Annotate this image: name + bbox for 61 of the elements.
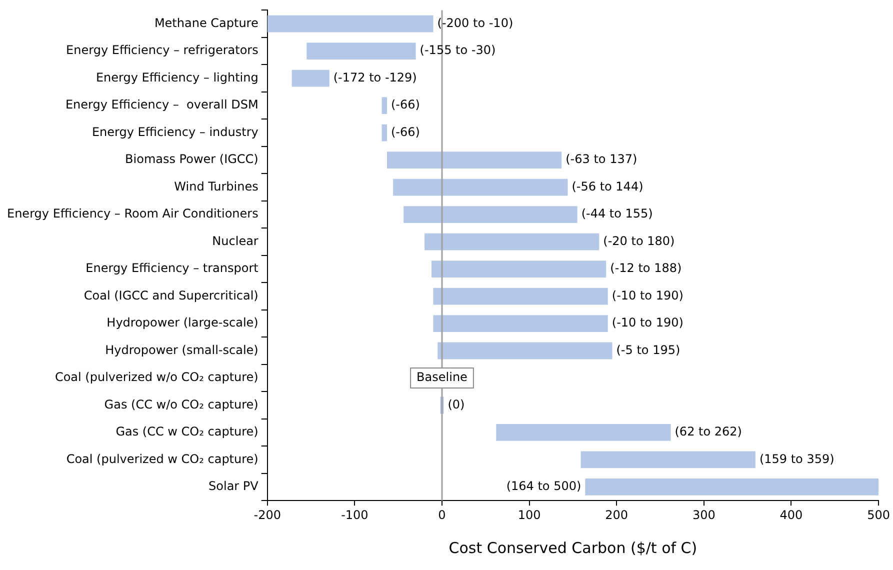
x-tick-label: -100 <box>341 508 368 522</box>
y-tick-label: Coal (pulverized w/o CO₂ capture) <box>54 370 258 384</box>
y-tick-label: Energy Efficiency – lighting <box>96 70 258 84</box>
y-tick-label: Energy Efficiency – Room Air Conditioners <box>6 206 258 221</box>
y-tick-label: Energy Efficiency – transport <box>86 261 259 276</box>
bar <box>496 424 671 441</box>
data-label: (164 to 500) <box>506 479 582 494</box>
data-label: (-5 to 195) <box>616 342 680 357</box>
data-label: (159 to 359) <box>759 452 834 466</box>
bar <box>404 206 578 223</box>
data-label: (-12 to 188) <box>610 261 682 276</box>
x-tick-label: 200 <box>605 508 628 522</box>
x-tick-label: 400 <box>780 508 803 522</box>
x-axis-title: Cost Conserved Carbon ($/t of C) <box>448 538 698 557</box>
y-tick-label: Hydropower (small-scale) <box>105 342 258 357</box>
annotation: (-66) <box>390 124 420 139</box>
y-tick-label: Methane Capture <box>154 16 258 30</box>
y-tick-label: Coal (IGCC and Supercritical) <box>84 288 258 302</box>
data-label: (62 to 262) <box>674 424 742 439</box>
bar <box>580 451 756 468</box>
x-tick-label: 500 <box>867 508 890 522</box>
x-tick-label: -200 <box>254 508 281 522</box>
data-label: (-10 to 190) <box>612 288 684 302</box>
bar <box>432 260 606 278</box>
x-tick-label: 300 <box>692 508 716 522</box>
data-label: (-63 to 137) <box>566 152 638 166</box>
annotation: (-66) <box>390 98 420 112</box>
x-tick-label: 0 <box>438 508 446 522</box>
bar <box>292 70 330 87</box>
data-label: (-10 to 190) <box>612 316 684 330</box>
bar <box>424 233 600 250</box>
y-tick-label: Energy Efficiency – overall DSM <box>65 98 258 112</box>
y-tick-label: Gas (CC w/o CO₂ capture) <box>104 397 258 412</box>
y-tick-label: Energy Efficiency – industry <box>92 124 258 139</box>
y-tick-label: Biomass Power (IGCC) <box>125 152 258 166</box>
bar <box>433 315 608 332</box>
data-label: (-56 to 144) <box>572 179 644 194</box>
bar <box>382 97 387 114</box>
y-tick-label: Hydropower (large-scale) <box>106 316 258 330</box>
data-label: (-155 to -30) <box>420 43 496 58</box>
bar <box>386 152 562 168</box>
y-tick-label: Gas (CC w CO₂ capture) <box>116 424 258 439</box>
annotation: (0) <box>448 397 465 412</box>
bar <box>438 342 612 360</box>
y-tick-label: Nuclear <box>212 234 258 248</box>
y-tick-label: Coal (pulverized w CO₂ capture) <box>66 452 258 466</box>
bar <box>393 178 568 196</box>
data-label: (-200 to -10) <box>437 16 514 30</box>
bar <box>306 42 416 60</box>
bar <box>382 124 387 142</box>
y-tick-label: Wind Turbines <box>174 179 258 194</box>
y-tick-label: Solar PV <box>208 479 260 494</box>
annotation: Baseline <box>416 370 468 384</box>
bar <box>433 288 608 305</box>
y-tick-label: Energy Efficiency – refrigerators <box>66 43 258 58</box>
data-label: (-172 to -129) <box>333 70 417 84</box>
data-label: (-44 to 155) <box>581 206 653 221</box>
bar <box>267 15 434 32</box>
x-tick-label: 100 <box>518 508 541 522</box>
data-label: (-20 to 180) <box>603 234 675 248</box>
bar <box>585 478 879 496</box>
